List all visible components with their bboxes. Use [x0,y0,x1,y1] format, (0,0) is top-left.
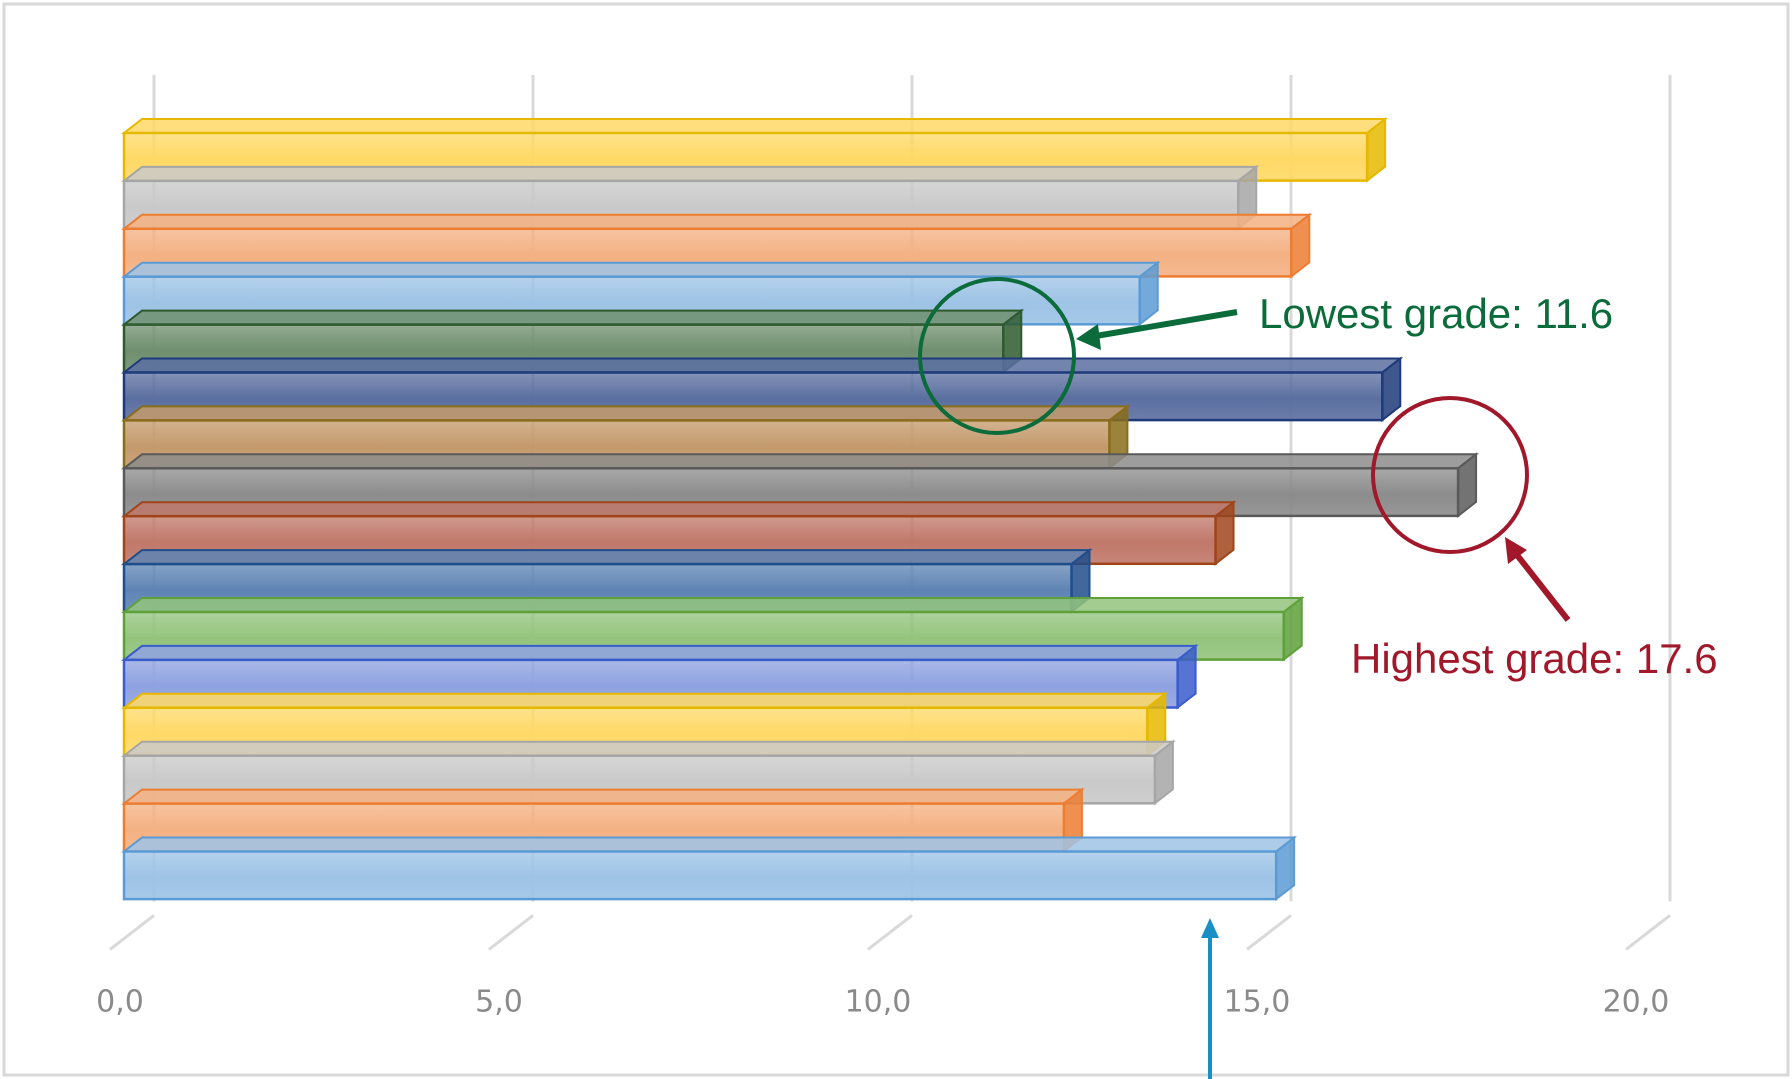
bar-top-face [121,453,1479,470]
floor-gridline [488,914,534,951]
bar-top-face [121,597,1305,613]
bar-top-face [121,165,1260,182]
floor-gridline [1625,914,1671,951]
bar-top-face [121,405,1131,422]
bar-top-face [121,692,1169,709]
x-axis-tick-labels: 0,0 5,0 10,0 15,0 20,0 [96,984,1669,1019]
axis-floor [109,914,1671,951]
floor-gridline [109,914,155,951]
lowest-grade-circle [918,277,1076,435]
highest-grade-arrow-head [1505,537,1527,564]
x-tick-label: 5,0 [475,984,523,1019]
highest-grade-arrow-line [1514,553,1571,622]
lowest-grade-label: Lowest grade: 11.6 [1259,290,1613,337]
bar-top-face [121,213,1313,230]
highest-grade-circle [1371,396,1529,554]
x-tick-label: 10,0 [845,984,912,1019]
bar-top-face [121,836,1298,853]
floor-gridline [1246,914,1292,951]
bar-top-face [121,309,1025,326]
bar-top-face [121,501,1237,518]
bar-top-face [121,261,1161,278]
highest-grade-label: Highest grade: 17.6 [1351,635,1718,682]
bar-top-face [121,549,1093,566]
bars [121,116,1479,902]
bar-top-face [121,357,1404,374]
floor-gridline [867,914,913,951]
bar-top-face [121,788,1085,805]
lowest-grade-arrow-line [1089,309,1238,340]
x-tick-label: 15,0 [1224,984,1291,1019]
lowest-grade-arrow-head [1076,324,1101,350]
bar-top-face [121,740,1176,757]
x-tick-label: 20,0 [1603,984,1670,1019]
bar-front-face [122,850,1278,901]
x-tick-label: 0,0 [96,984,144,1019]
bar-top-face [121,644,1199,661]
bar-top-face [121,118,1389,134]
annotations: Lowest grade: 11.6 Highest grade: 17.6 [918,277,1718,1079]
reference-arrow-head [1201,918,1219,938]
bar [121,835,1298,902]
